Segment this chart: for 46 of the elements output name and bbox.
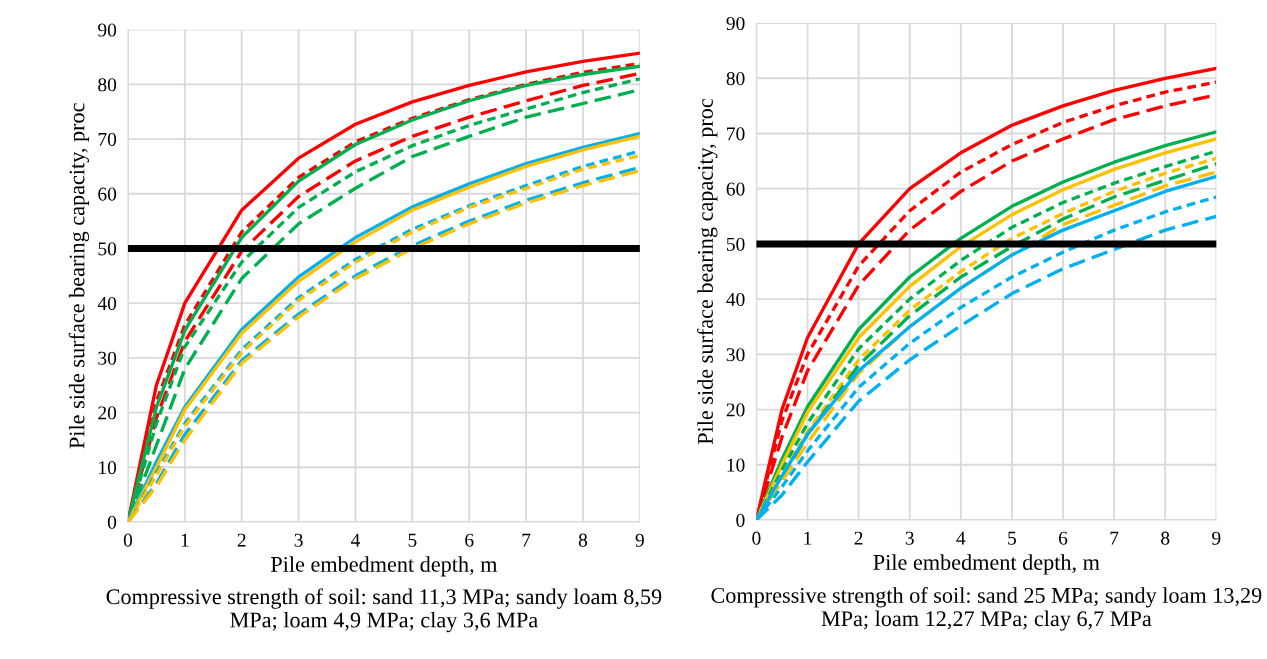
y-tick-label: 50 xyxy=(726,237,745,251)
x-tick-label: 4 xyxy=(956,531,966,545)
y-tick-label: 90 xyxy=(98,23,117,37)
y-tick-label: 60 xyxy=(98,187,117,201)
y-tick-label: 20 xyxy=(726,403,745,417)
y-tick-label: 30 xyxy=(98,351,117,365)
text: Compressive strength of soil: sand 11,3 MPa; sandy loam 8,59 MPa; loam 4,9 MPa; clay 3,6 MPa xyxy=(106,588,662,633)
x-tick-label: 9 xyxy=(1212,531,1221,545)
y-tick-label: 70 xyxy=(98,132,117,146)
y-axis-title: Pile side surface bearing capacity, proc xyxy=(68,103,90,449)
x-tick-label: 6 xyxy=(465,533,474,547)
x-tick-label: 2 xyxy=(854,531,863,545)
y-tick-label: 30 xyxy=(726,348,745,362)
x-tick-label: 7 xyxy=(522,533,531,547)
x-tick-label: 5 xyxy=(408,533,417,547)
x-tick-label: 0 xyxy=(123,533,133,547)
x-tick-label: 8 xyxy=(1161,531,1170,545)
y-tick-label: 80 xyxy=(98,78,117,92)
y-tick-label: 40 xyxy=(726,292,745,307)
y-tick-label: 70 xyxy=(727,127,745,141)
x-tick-label: 8 xyxy=(578,533,588,547)
x-tick-label: 6 xyxy=(1058,531,1068,545)
x-tick-label: 7 xyxy=(1110,531,1119,545)
x-tick-label: 4 xyxy=(350,533,361,547)
y-tick-label: 0 xyxy=(107,515,117,529)
y-tick-label: 10 xyxy=(727,458,745,472)
x-tick-label: 2 xyxy=(237,533,246,547)
y-tick-label: 90 xyxy=(726,16,745,30)
x-axis-title: Pile embedment depth, m xyxy=(873,554,1100,575)
x-tick-label: 5 xyxy=(1008,531,1017,545)
y-axis-title: Pile side surface bearing capacity, proc xyxy=(697,98,718,445)
y-tick-label: 60 xyxy=(726,182,745,196)
y-tick-label: 50 xyxy=(98,242,117,256)
x-axis-title: Pile embedment depth, m xyxy=(270,556,498,577)
x-tick-label: 9 xyxy=(635,533,644,547)
text: Compressive strength of soil: sand 25 MPa; sandy loam 13,29 MPa; loam 12,27 MPa; clay 6,7 MPa xyxy=(711,587,1262,631)
x-tick-label: 0 xyxy=(752,531,761,545)
x-tick-label: 1 xyxy=(804,531,812,545)
y-tick-label: 10 xyxy=(99,461,117,475)
x-tick-label: 1 xyxy=(181,533,189,547)
y-tick-label: 80 xyxy=(726,72,745,86)
y-tick-label: 20 xyxy=(98,406,117,420)
x-tick-label: 3 xyxy=(905,531,914,545)
y-tick-label: 0 xyxy=(736,513,745,527)
y-tick-label: 40 xyxy=(97,296,117,311)
x-tick-label: 3 xyxy=(294,533,303,547)
